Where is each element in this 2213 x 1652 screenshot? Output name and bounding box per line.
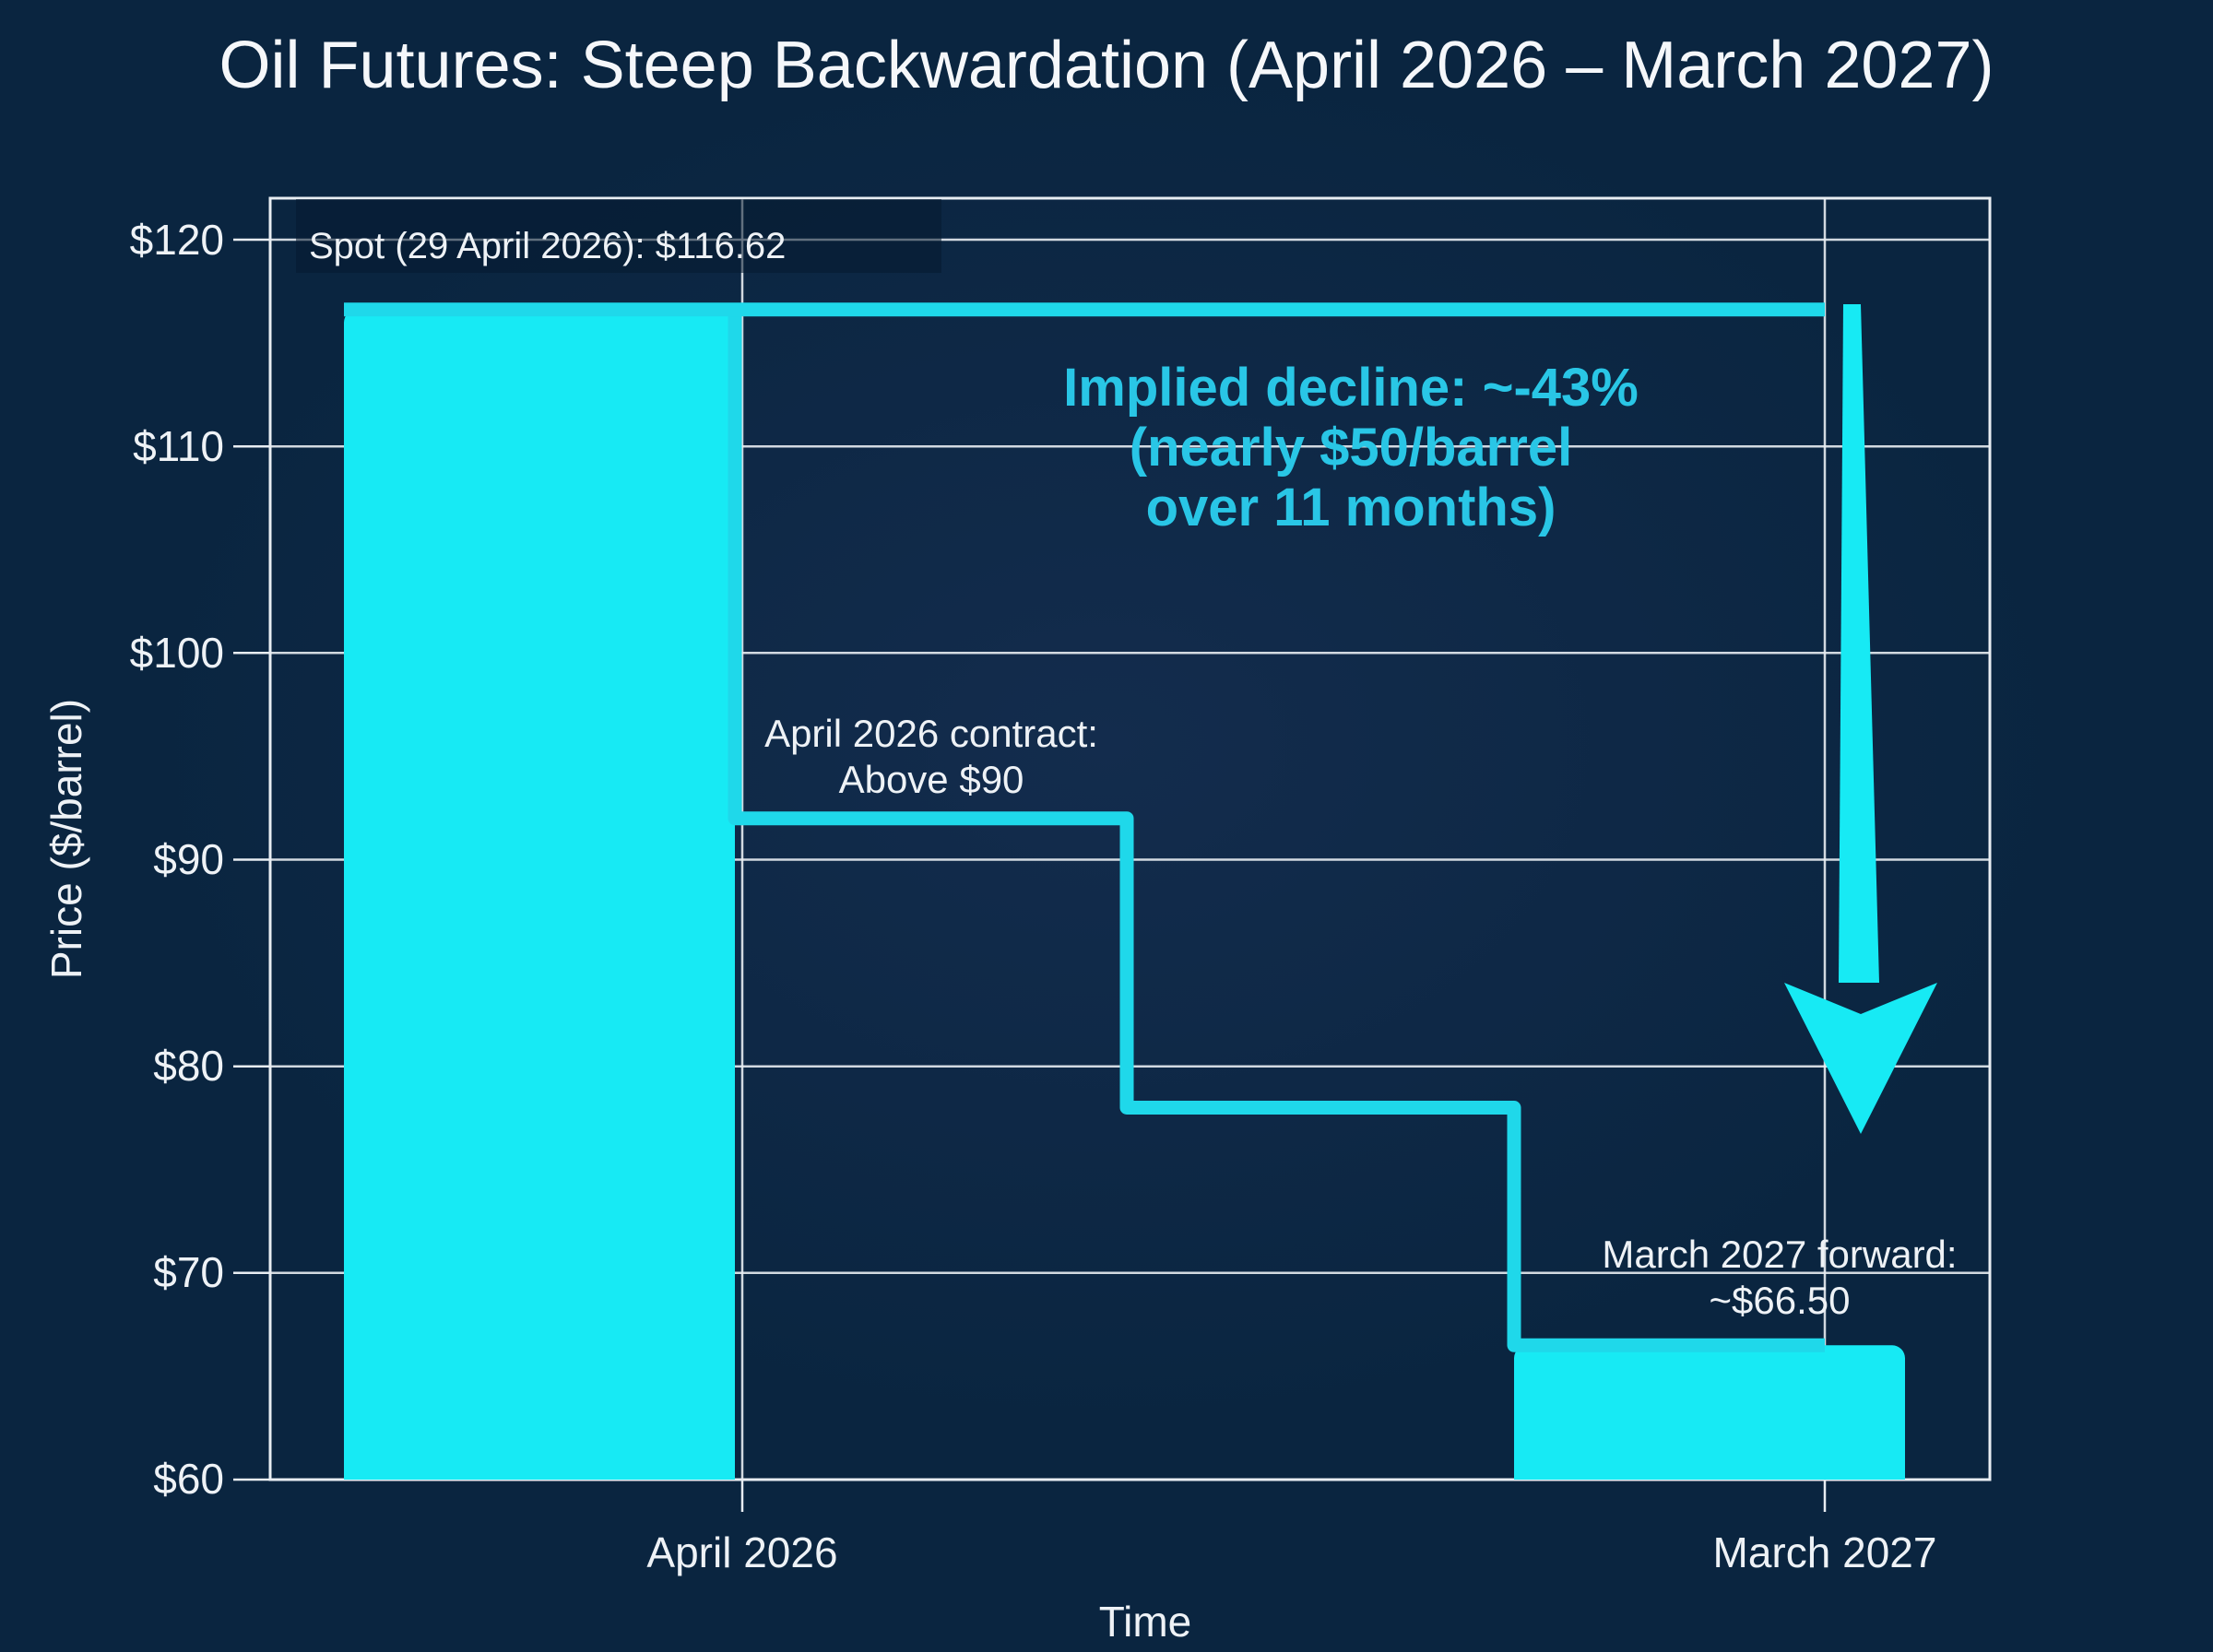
svg-text:Time: Time bbox=[1099, 1598, 1192, 1646]
svg-text:March 2027 forward:: March 2027 forward: bbox=[1602, 1233, 1957, 1276]
svg-text:$60: $60 bbox=[153, 1455, 224, 1503]
svg-text:Implied decline: ~-43%: Implied decline: ~-43% bbox=[1063, 358, 1639, 418]
svg-text:$100: $100 bbox=[130, 629, 224, 677]
svg-text:$90: $90 bbox=[153, 835, 224, 883]
svg-text:~$66.50: ~$66.50 bbox=[1710, 1279, 1851, 1322]
svg-text:Price ($/barrel): Price ($/barrel) bbox=[42, 699, 90, 979]
svg-text:April 2026: April 2026 bbox=[646, 1528, 837, 1576]
svg-text:over 11 months): over 11 months) bbox=[1146, 478, 1556, 537]
svg-text:March 2027: March 2027 bbox=[1713, 1528, 1937, 1576]
svg-text:$70: $70 bbox=[153, 1248, 224, 1296]
svg-text:(nearly $50/barrel: (nearly $50/barrel bbox=[1130, 418, 1572, 478]
svg-text:$110: $110 bbox=[133, 422, 224, 470]
svg-text:Above $90: Above $90 bbox=[839, 758, 1024, 801]
svg-text:April 2026 contract:: April 2026 contract: bbox=[764, 712, 1098, 755]
svg-text:$80: $80 bbox=[153, 1042, 224, 1090]
svg-text:Spot (29 April 2026): $116.62: Spot (29 April 2026): $116.62 bbox=[309, 226, 786, 266]
svg-text:$120: $120 bbox=[130, 216, 224, 264]
